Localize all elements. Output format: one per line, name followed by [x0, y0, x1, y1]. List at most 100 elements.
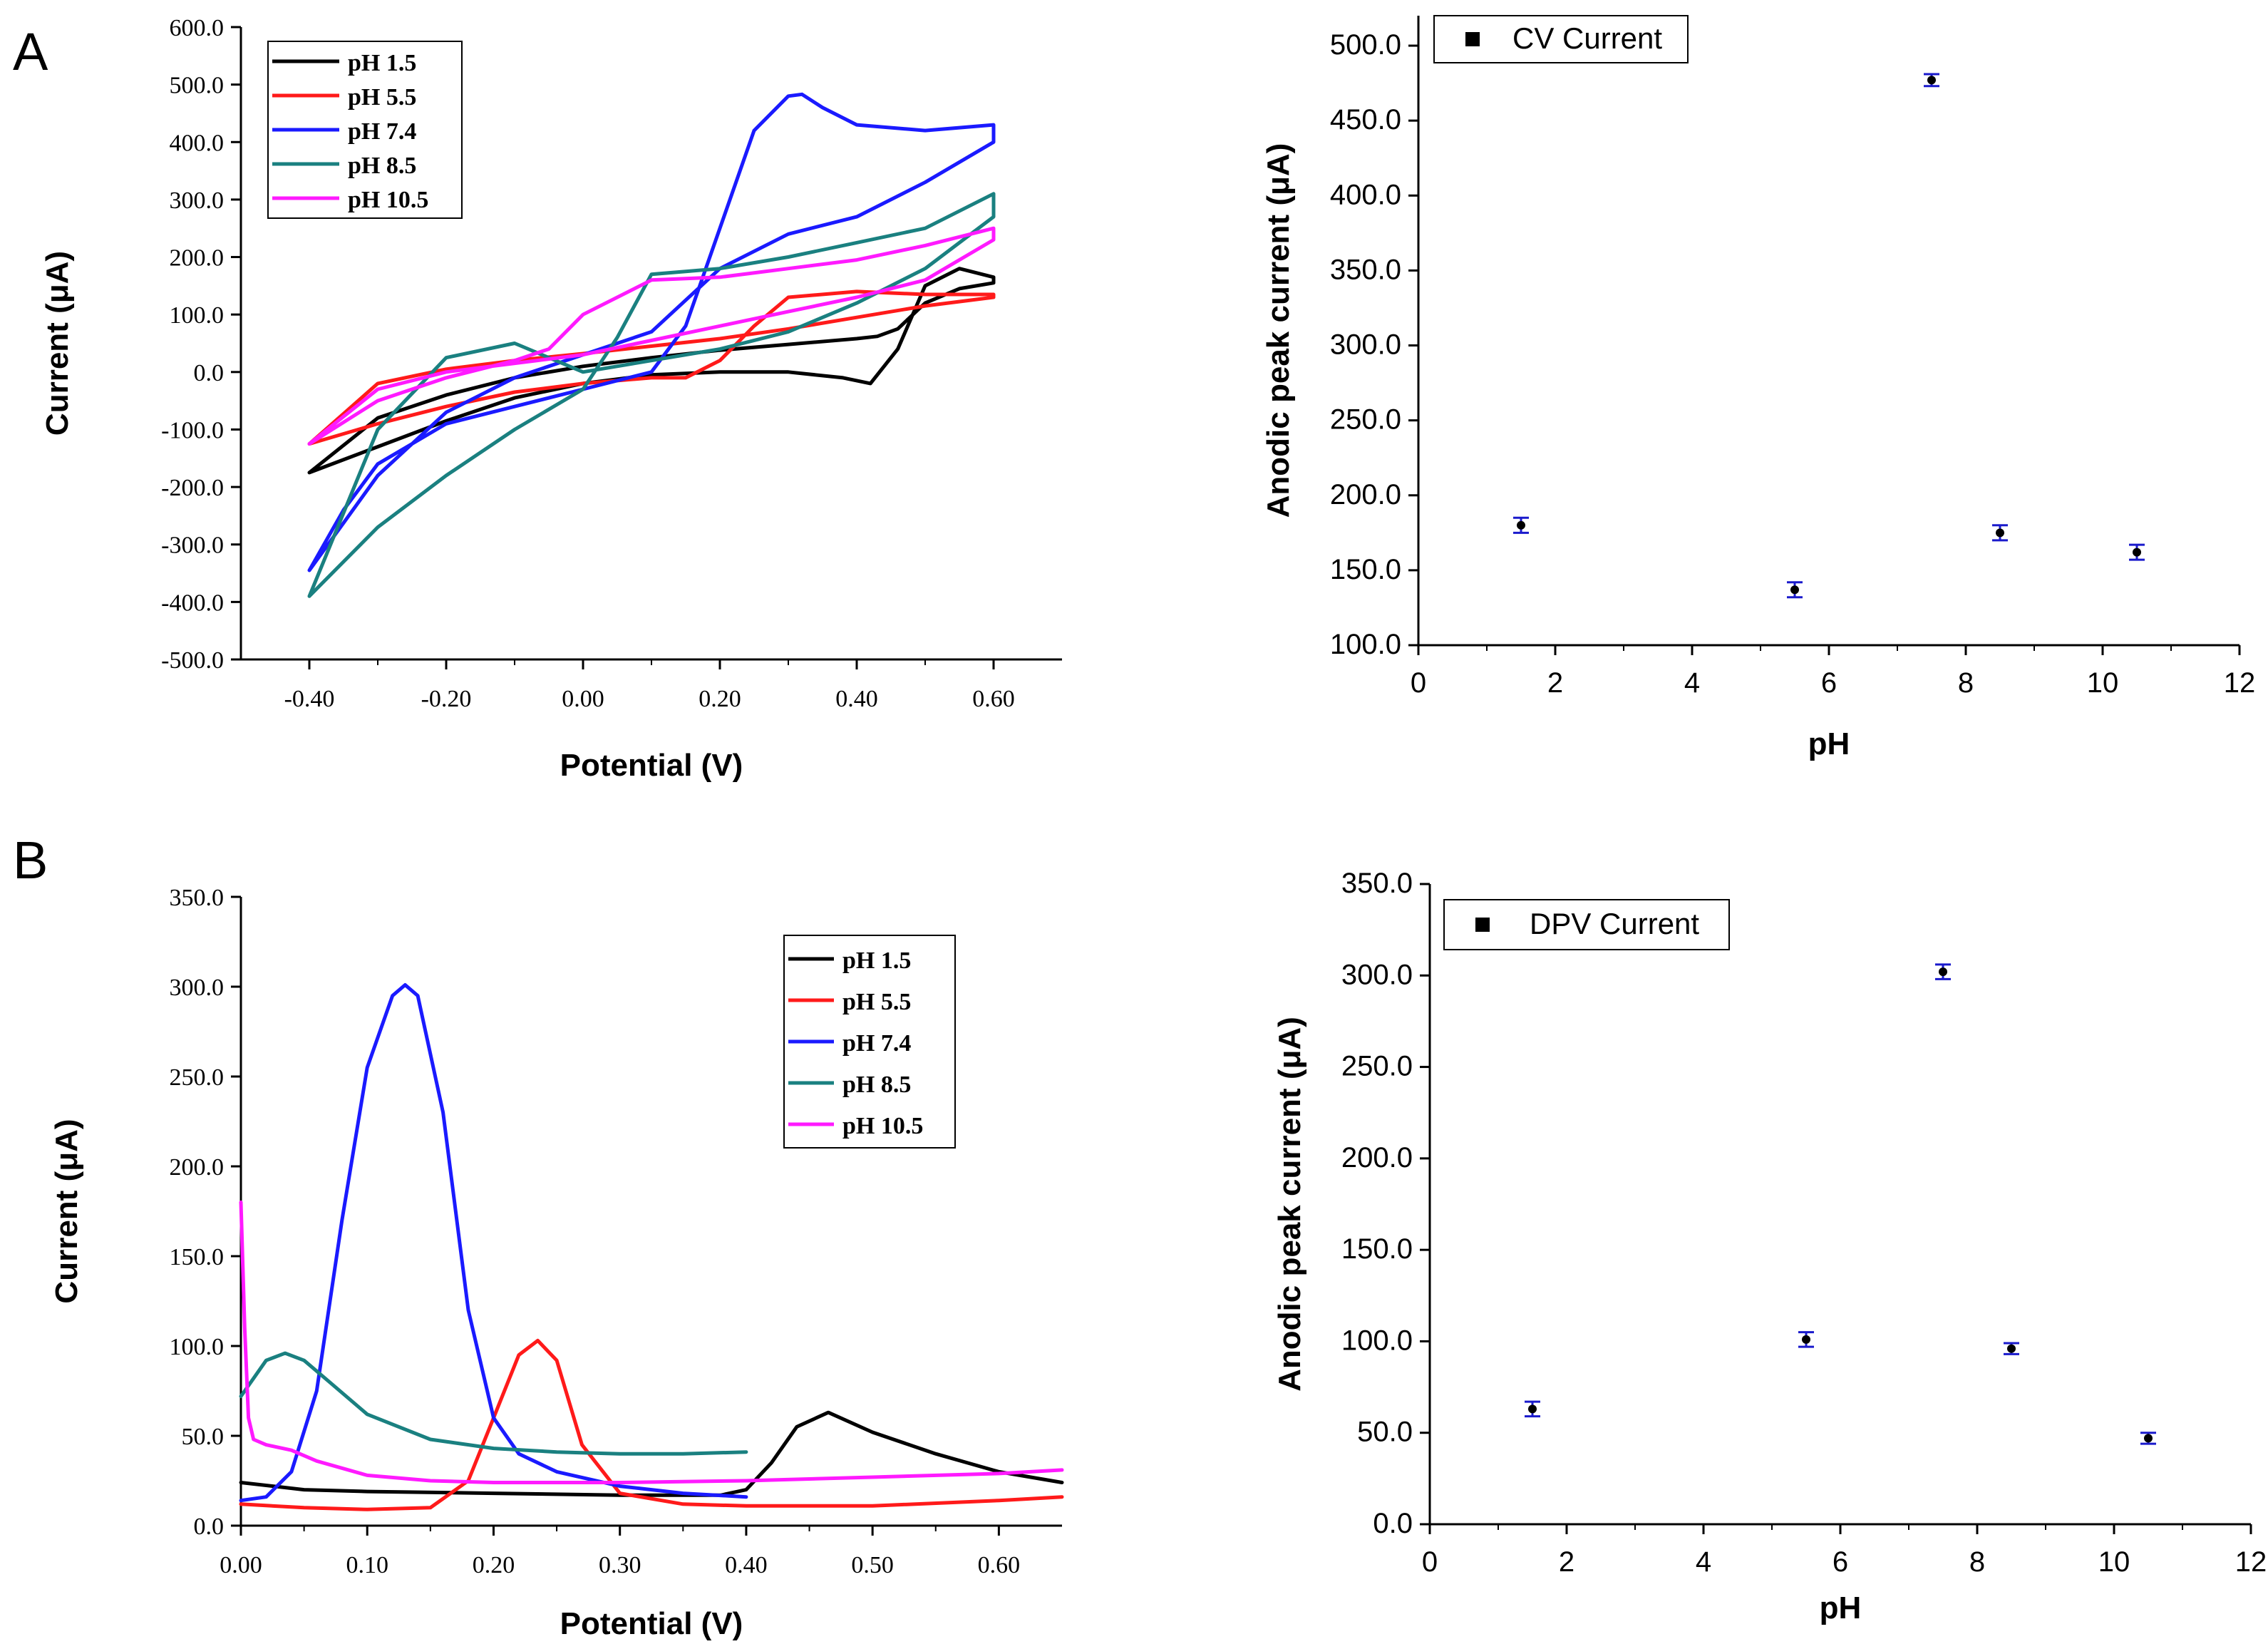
legend-marker [1465, 32, 1480, 46]
dpv-chart: 0.0 50.0 100.0 150.0 200.0 250.0 300.0 350.0 0.0… [49, 885, 1064, 1641]
y-axis-label: Anodic peak current (μA) [1261, 143, 1296, 518]
series-line-ph-5-5 [307, 289, 996, 446]
panel-label-b: B [13, 831, 48, 890]
y-tick-label: -100.0 [161, 417, 224, 443]
y-tick-label: -400.0 [161, 590, 224, 616]
data-point [1927, 76, 1936, 85]
series-line-ph-7-4 [239, 983, 748, 1503]
data-point [1996, 528, 2004, 538]
y-tick-label: 500.0 [1330, 29, 1401, 61]
panel-label-a: A [13, 22, 48, 81]
legend-box [1443, 899, 1730, 950]
series-line-ph-7-4 [307, 92, 996, 572]
y-tick-label: 400.0 [170, 130, 225, 156]
x-tick-label: 0 [1422, 1546, 1438, 1578]
y-tick-label: 50.0 [182, 1424, 225, 1450]
x-tick-label: 0.40 [835, 686, 878, 712]
x-tick-label: 12 [2224, 667, 2256, 699]
legend-entry: pH 7.4 [348, 118, 416, 145]
y-tick-label: 150.0 [170, 1244, 225, 1270]
y-tick-label: 400.0 [1330, 179, 1401, 210]
legend-entry: DPV Current [1530, 907, 1699, 940]
x-tick-label: 0 [1411, 667, 1426, 699]
x-axis-label: pH [1808, 726, 1850, 761]
y-tick-label: 300.0 [1341, 959, 1413, 990]
x-tick-label: 0.60 [978, 1552, 1021, 1578]
x-tick-label: 0.60 [972, 686, 1015, 712]
y-tick-label: 350.0 [1330, 254, 1401, 285]
data-point [2144, 1434, 2153, 1443]
y-tick-label: 200.0 [1341, 1142, 1413, 1173]
x-tick-label: 8 [1958, 667, 1974, 699]
series-line-ph-5-5 [239, 1338, 1064, 1511]
x-tick-label: 0.20 [473, 1552, 515, 1578]
y-axis-label: Current (μA) [49, 1119, 84, 1303]
x-tick-label: 0.00 [562, 686, 604, 712]
y-tick-label: 150.0 [1330, 554, 1401, 585]
y-tick-label: 150.0 [1341, 1233, 1413, 1265]
y-tick-label: 500.0 [170, 73, 225, 99]
x-tick-label: 10 [2098, 1546, 2130, 1578]
y-tick-label: 350.0 [170, 885, 225, 911]
x-axis-label: Potential (V) [560, 748, 743, 783]
series-line-ph-8-5 [307, 192, 996, 598]
cv-peak-chart: 100.0 150.0 200.0 250.0 300.0 350.0 400.0 450.0… [1261, 15, 2256, 761]
y-tick-label: -500.0 [161, 647, 224, 674]
y-tick-label: 300.0 [1330, 329, 1401, 361]
x-tick-label: 0.30 [599, 1552, 641, 1578]
x-tick-label: 0.00 [220, 1552, 262, 1578]
y-tick-label: 100.0 [1341, 1325, 1413, 1356]
legend-entry: pH 1.5 [842, 947, 911, 974]
data-point [1528, 1404, 1537, 1414]
y-tick-label: 250.0 [1330, 404, 1401, 436]
legend-marker [1475, 918, 1490, 932]
y-tick-label: 100.0 [170, 302, 225, 329]
data-point [2133, 548, 2141, 557]
x-tick-label: 0.40 [725, 1552, 768, 1578]
y-tick-label: 200.0 [170, 1154, 225, 1181]
x-tick-label: 2 [1547, 667, 1563, 699]
series-line-ph-8-5 [239, 1351, 748, 1456]
legend-entry: pH 7.4 [842, 1030, 911, 1057]
x-tick-label: 8 [1969, 1546, 1985, 1578]
x-tick-label: 4 [1684, 667, 1700, 699]
x-tick-label: 6 [1833, 1546, 1848, 1578]
y-tick-label: 350.0 [1341, 868, 1413, 899]
x-tick-label: 0.50 [851, 1552, 894, 1578]
y-tick-label: 200.0 [1330, 479, 1401, 510]
cv-chart: -500.0 -400.0 -300.0 -200.0 -100.0 0.0 100.0 20… [40, 15, 1062, 783]
x-tick-label: 2 [1559, 1546, 1574, 1578]
legend-entry: pH 5.5 [842, 989, 911, 1015]
y-tick-label: -200.0 [161, 475, 224, 501]
x-tick-label: -0.20 [421, 686, 472, 712]
x-tick-label: 12 [2235, 1546, 2267, 1578]
x-tick-label: 0.20 [699, 686, 741, 712]
data-point [1939, 967, 1947, 977]
y-tick-label: 200.0 [170, 245, 225, 272]
x-axis-label: Potential (V) [560, 1606, 743, 1641]
legend-entry: CV Current [1512, 21, 1662, 55]
x-axis-label: pH [1820, 1591, 1862, 1625]
series-line-ph-10-5 [239, 1200, 1064, 1484]
y-tick-label: 300.0 [170, 975, 225, 1001]
y-tick-label: 0.0 [194, 360, 225, 386]
y-tick-label: 600.0 [170, 15, 225, 41]
y-axis-label: Anodic peak current (μA) [1272, 1017, 1307, 1392]
legend-entry: pH 1.5 [348, 50, 416, 76]
x-tick-label: 4 [1696, 1546, 1711, 1578]
y-tick-label: 0.0 [194, 1514, 225, 1540]
data-point [1517, 520, 1525, 530]
legend-entry: pH 8.5 [842, 1072, 911, 1098]
data-point [1790, 585, 1799, 595]
dpv-peak-chart: 0.0 50.0 100.0 150.0 200.0 250.0 300.0 350.0 0 2 4… [1272, 868, 2267, 1625]
legend-entry: pH 5.5 [348, 84, 416, 111]
legend-entry: pH 10.5 [348, 187, 428, 213]
series-line-ph-1-5 [239, 1410, 1064, 1497]
y-tick-label: 50.0 [1357, 1417, 1413, 1448]
y-tick-label: 250.0 [170, 1064, 225, 1091]
x-tick-label: -0.40 [284, 686, 335, 712]
y-tick-label: 450.0 [1330, 104, 1401, 135]
x-tick-label: 6 [1821, 667, 1837, 699]
y-tick-label: 250.0 [1341, 1051, 1413, 1082]
data-point [2007, 1344, 2016, 1353]
